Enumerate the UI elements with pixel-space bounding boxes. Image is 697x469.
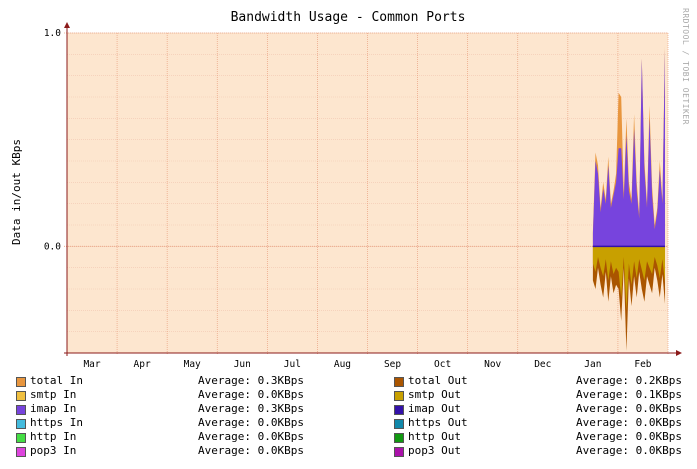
x-tick-label: Jan [584, 359, 601, 370]
legend-item: http In Average: 0.0KBps [16, 430, 306, 444]
x-tick-label: Dec [534, 359, 551, 370]
legend-swatch [16, 391, 26, 401]
tick-labels: 1.0 0.0 Mar Apr May Jun Jul Aug Sep Oct Nov Dec Jan F… [44, 28, 652, 370]
legend-item: total Out Average: 0.2KBps [394, 374, 684, 388]
x-tick-label: Nov [484, 359, 501, 370]
legend-label: http Out [408, 430, 461, 443]
x-tick-label: Jun [234, 359, 251, 370]
legend-average: Average: 0.0KBps [576, 430, 682, 443]
y-axis-arrow [64, 22, 70, 28]
x-tick-label: Apr [134, 359, 151, 370]
legend-item: smtp In Average: 0.0KBps [16, 388, 306, 402]
legend-average: Average: 0.0KBps [576, 444, 682, 457]
legend-swatch [394, 419, 404, 429]
legend-average: Average: 0.0KBps [198, 388, 304, 401]
bandwidth-chart: Bandwidth Usage - Common Ports Data in/o… [10, 8, 690, 370]
y-tick-label: 1.0 [44, 28, 61, 39]
legend-item: http Out Average: 0.0KBps [394, 430, 684, 444]
legend-swatch [394, 405, 404, 415]
legend-average: Average: 0.3KBps [198, 374, 304, 387]
series-area-total-out [592, 246, 665, 351]
x-tick-label: Jul [284, 359, 301, 370]
legend-label: imap In [30, 402, 77, 415]
y-axis-label: Data in/out KBps [10, 139, 23, 245]
series-layer [592, 45, 665, 351]
legend-swatch [16, 433, 26, 443]
x-tick-label: Aug [334, 359, 351, 370]
legend-item: https Out Average: 0.0KBps [394, 416, 684, 430]
legend-item: pop3 Out Average: 0.0KBps [394, 444, 684, 458]
legend-swatch [394, 377, 404, 387]
legend-average: Average: 0.2KBps [576, 374, 682, 387]
legend-swatch [16, 447, 26, 457]
x-tick-label: Oct [434, 359, 451, 370]
legend-label: https Out [408, 416, 468, 429]
legend-label: smtp Out [408, 388, 461, 401]
x-tick-label: Sep [384, 359, 401, 370]
series-area-imap-in [592, 50, 665, 247]
legend-average: Average: 0.1KBps [576, 388, 682, 401]
legend-label: pop3 In [30, 444, 77, 457]
legend-label: total In [30, 374, 83, 387]
legend-average: Average: 0.0KBps [198, 430, 304, 443]
x-axis-arrow [676, 350, 682, 356]
legend-item: total In Average: 0.3KBps [16, 374, 306, 388]
legend-swatch [16, 419, 26, 429]
x-tick-label: May [184, 359, 201, 370]
watermark: RRDTOOL / TOBI OETIKER [681, 8, 690, 125]
legend-average: Average: 0.0KBps [198, 444, 304, 457]
legend-label: https In [30, 416, 83, 429]
legend-swatch [394, 433, 404, 443]
legend-item: pop3 In Average: 0.0KBps [16, 444, 306, 458]
legend-label: total Out [408, 374, 468, 387]
legend-swatch [394, 391, 404, 401]
legend-item: https In Average: 0.0KBps [16, 416, 306, 430]
legend-item: smtp Out Average: 0.1KBps [394, 388, 684, 402]
legend-swatch [16, 377, 26, 387]
axes [64, 22, 682, 356]
chart-title: Bandwidth Usage - Common Ports [231, 10, 466, 25]
legend-average: Average: 0.3KBps [198, 402, 304, 415]
y-tick-label: 0.0 [44, 241, 61, 252]
legend-average: Average: 0.0KBps [576, 416, 682, 429]
legend-swatch [16, 405, 26, 415]
legend-average: Average: 0.0KBps [576, 402, 682, 415]
legend-label: http In [30, 430, 77, 443]
legend-label: pop3 Out [408, 444, 461, 457]
legend-item: imap In Average: 0.3KBps [16, 402, 306, 416]
legend-label: imap Out [408, 402, 461, 415]
legend-average: Average: 0.0KBps [198, 416, 304, 429]
series-area-smtp-out [592, 246, 665, 311]
x-tick-label: Mar [83, 359, 100, 370]
legend-label: smtp In [30, 388, 77, 401]
grid [64, 32, 669, 355]
x-tick-label: Feb [634, 359, 651, 370]
legend-item: imap Out Average: 0.0KBps [394, 402, 684, 416]
legend-swatch [394, 447, 404, 457]
